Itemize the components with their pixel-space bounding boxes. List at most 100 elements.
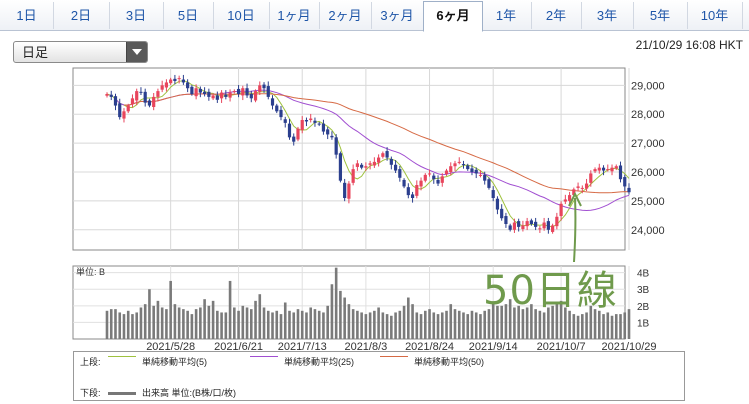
volume-bar [334, 267, 338, 339]
candle-body [614, 166, 618, 169]
volume-bar [326, 305, 329, 339]
volume-bar [407, 297, 410, 339]
candle-body [190, 86, 194, 94]
candle-body [232, 91, 236, 93]
candle-body [317, 123, 321, 125]
tab-0[interactable]: 1日 [0, 2, 54, 29]
interval-select[interactable]: 日足 [13, 41, 148, 63]
candle-body [470, 168, 474, 172]
candle-body [347, 183, 351, 199]
tab-13[interactable]: 10年 [687, 2, 743, 29]
candle-body [606, 169, 610, 171]
tab-12[interactable]: 5年 [633, 2, 688, 29]
volume-bar [572, 314, 576, 339]
volume-bar [266, 310, 270, 339]
volume-bar [538, 310, 542, 339]
volume-bar [199, 307, 202, 339]
tab-10[interactable]: 2年 [531, 2, 582, 29]
candle-body [321, 123, 326, 132]
candle-body [203, 91, 207, 94]
tab-2[interactable]: 3日 [109, 2, 164, 29]
legend-ma25-label: 単純移動平均(25) [284, 357, 355, 367]
volume-bar [415, 312, 419, 339]
volume-bar [139, 307, 143, 339]
volume-bar [343, 297, 346, 339]
candle-body [500, 208, 504, 219]
legend-upper-label: 上段: [80, 357, 101, 367]
tab-1[interactable]: 2日 [53, 2, 110, 29]
volume-bar [296, 309, 300, 339]
candle-body [372, 161, 376, 166]
candle-body [279, 109, 283, 118]
volume-bar [432, 312, 436, 339]
volume-bar [207, 305, 211, 339]
candle-body [538, 228, 542, 230]
tab-9[interactable]: 1年 [481, 2, 532, 29]
volume-bar [360, 312, 363, 339]
volume-bar [466, 314, 470, 339]
tab-4[interactable]: 10日 [213, 2, 270, 29]
volume-bar [513, 307, 516, 339]
candle-body [406, 187, 410, 196]
volume-bar [122, 314, 126, 339]
candle-body [118, 103, 122, 118]
tab-3[interactable]: 5日 [163, 2, 214, 29]
volume-bar [105, 310, 109, 339]
candle-body [529, 220, 533, 224]
volume-bar [428, 309, 431, 339]
candle-body [495, 198, 500, 210]
candle-body [385, 151, 389, 158]
volume-bar [249, 309, 253, 339]
legend-ma50-line [380, 356, 408, 357]
candle-body [304, 120, 309, 122]
volume-bar [547, 307, 550, 339]
price-tick-label: 28,000 [631, 109, 665, 121]
candle-body [215, 95, 219, 100]
candle-body [436, 179, 440, 184]
candle-body [576, 186, 580, 188]
volume-bar [402, 305, 406, 339]
volume-bar [305, 312, 308, 339]
volume-bar [411, 304, 414, 339]
volume-bar [271, 312, 274, 339]
candle-body [398, 169, 402, 178]
chevron-down-icon[interactable] [126, 42, 147, 62]
volume-bar [445, 310, 448, 339]
volume-bar [313, 309, 317, 339]
legend-volume-label: 出来高 単位:(B株/口/枚) [142, 388, 236, 398]
arrow-head-icon [568, 191, 582, 207]
tab-6[interactable]: 2ヶ月 [319, 2, 372, 29]
volume-bar [300, 310, 304, 339]
candle-body [224, 94, 228, 97]
legend-volume-line [108, 392, 136, 395]
volume-bar [390, 315, 393, 339]
tab-8[interactable]: 6ヶ月 [423, 1, 483, 32]
volume-bar [602, 314, 605, 339]
candle-body [534, 221, 538, 227]
candle-body [584, 183, 589, 189]
ma50-annotation: 50日線 [483, 268, 618, 314]
volume-bar [190, 314, 194, 339]
candle-body [156, 91, 160, 97]
volume-bar [585, 312, 588, 339]
candle-body [453, 163, 457, 167]
candle-body [139, 91, 143, 93]
candle-body [236, 88, 241, 94]
volume-bar [322, 312, 325, 339]
volume-bar [610, 315, 614, 339]
volume-bar [339, 290, 342, 339]
period-tab-bar: 1日 2日 3日 5日 10日 1ヶ月 2ヶ月 3ヶ月 6ヶ月 1年 2年 3年 5年 10年 [0, 0, 749, 32]
candle-body [402, 179, 406, 187]
volume-bar [347, 304, 351, 339]
candle-body [186, 82, 190, 89]
tab-11[interactable]: 3年 [581, 2, 634, 29]
volume-bar [436, 314, 440, 339]
volume-bar [237, 310, 240, 339]
candle-body [326, 129, 330, 135]
candle-body [258, 85, 262, 92]
tab-5[interactable]: 1ヶ月 [269, 2, 320, 29]
candle-body [253, 91, 258, 101]
volume-bar [211, 300, 215, 339]
volume-bar [517, 305, 520, 339]
legend-lower-label: 下段: [80, 388, 101, 398]
